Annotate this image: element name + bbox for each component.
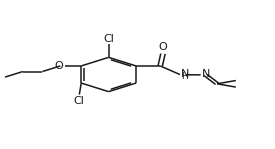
Text: Cl: Cl [73,96,84,106]
Text: O: O [159,42,167,52]
Text: Cl: Cl [103,34,114,44]
Text: N: N [181,69,189,79]
Text: N: N [202,69,210,79]
Text: H: H [181,72,188,82]
Text: O: O [55,61,63,71]
